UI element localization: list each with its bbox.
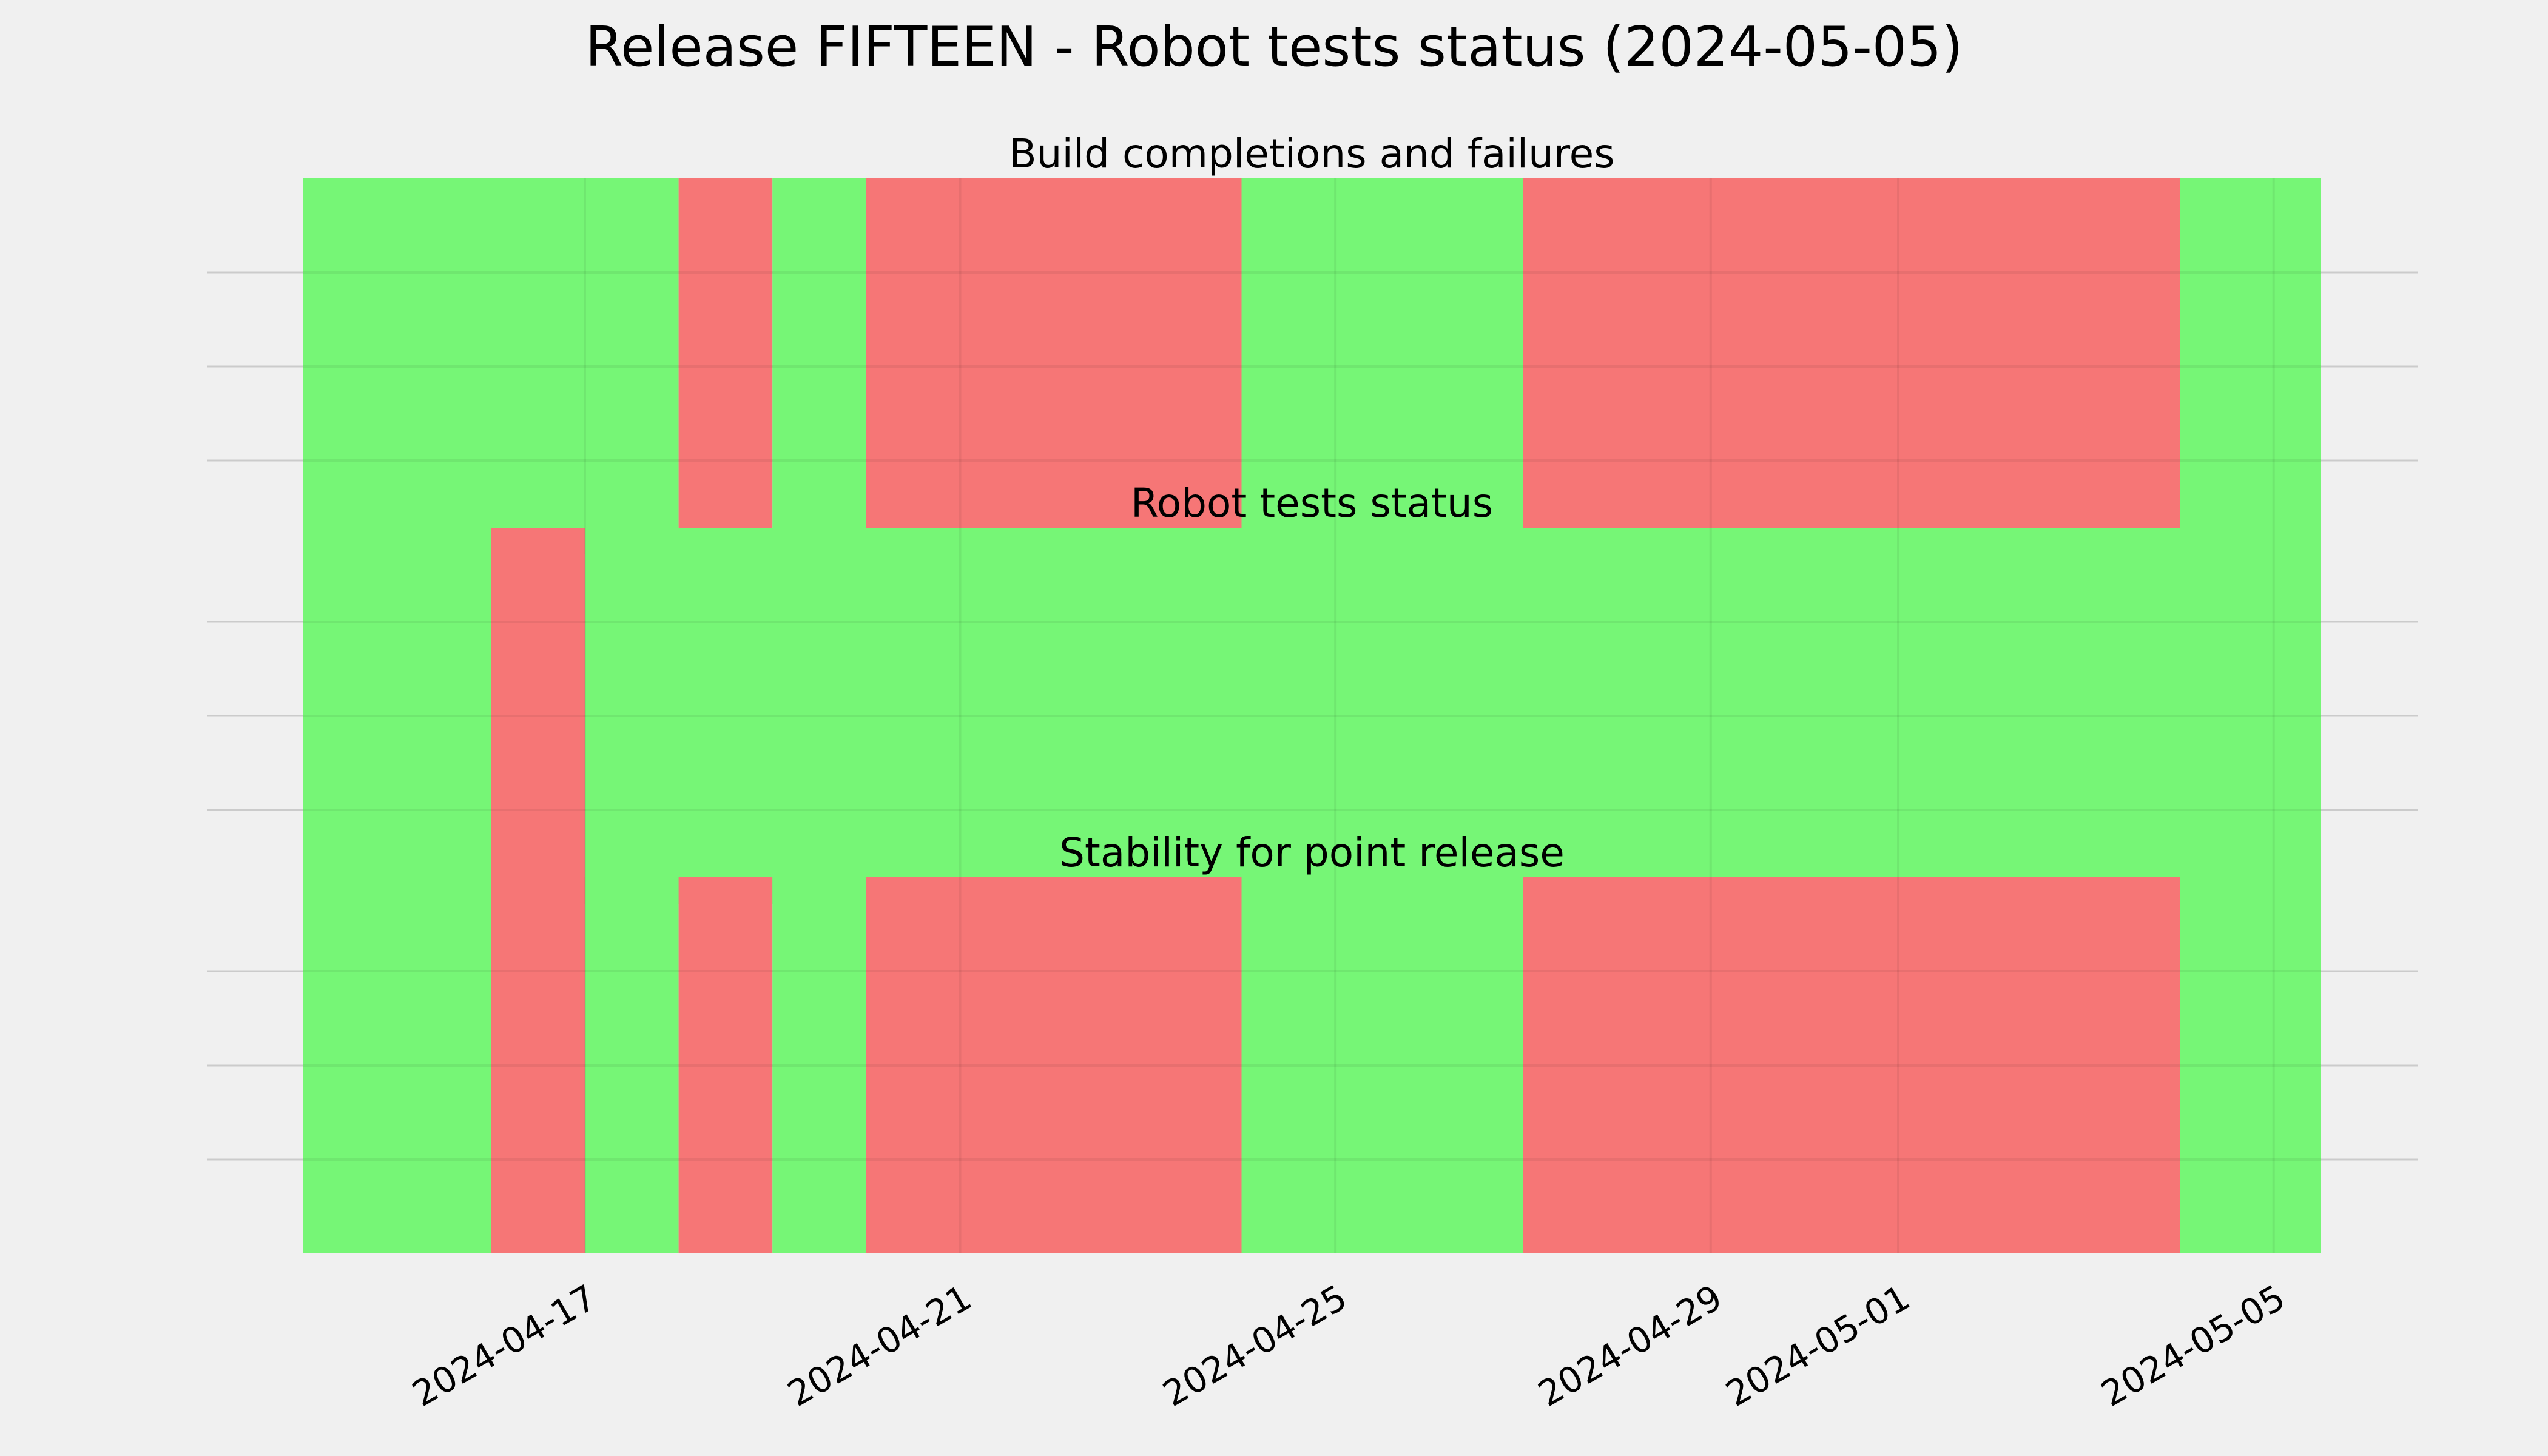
status-segment-pass bbox=[772, 178, 866, 554]
status-segment-pass bbox=[303, 528, 491, 904]
chart-panels: Build completions and failures Robot test… bbox=[207, 130, 2418, 1253]
status-segment-pass bbox=[2180, 178, 2320, 554]
status-segment-pass bbox=[2180, 877, 2320, 1253]
status-segment-fail bbox=[491, 528, 585, 904]
status-segment-pass bbox=[772, 877, 866, 1253]
status-segment-pass bbox=[1241, 877, 1523, 1253]
status-segment-pass bbox=[584, 877, 679, 1253]
status-segment-fail bbox=[866, 877, 1242, 1253]
status-segment-pass bbox=[303, 877, 491, 1253]
status-segment-fail bbox=[491, 877, 585, 1253]
status-segment-fail bbox=[678, 178, 773, 554]
figure-title: Release FIFTEEN - Robot tests status (20… bbox=[585, 15, 1963, 79]
chart-panel-3: Stability for point release bbox=[207, 829, 2418, 1253]
panel-title: Build completions and failures bbox=[1009, 130, 1614, 177]
chart-panel-2: Robot tests status bbox=[207, 480, 2418, 904]
status-segment-fail bbox=[1523, 178, 2180, 554]
panel-title: Stability for point release bbox=[1059, 829, 1565, 876]
status-segment-pass bbox=[1241, 178, 1523, 554]
status-segment-pass bbox=[303, 178, 679, 554]
chart-panel-1: Build completions and failures bbox=[207, 130, 2418, 554]
status-segment-fail bbox=[866, 178, 1242, 554]
status-segment-fail bbox=[1523, 877, 2180, 1253]
panel-title: Robot tests status bbox=[1131, 480, 1493, 527]
status-segment-fail bbox=[678, 877, 773, 1253]
status-segment-pass bbox=[584, 528, 2320, 904]
